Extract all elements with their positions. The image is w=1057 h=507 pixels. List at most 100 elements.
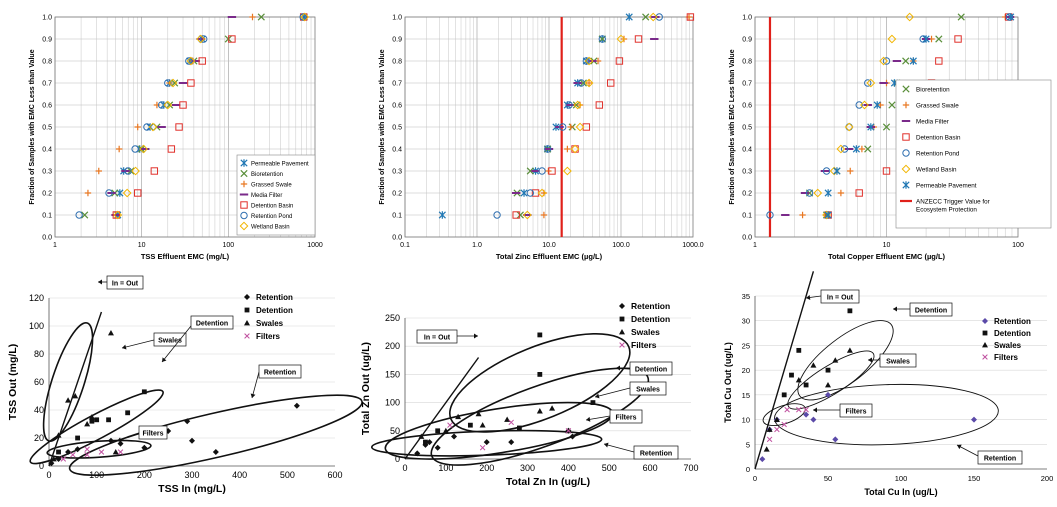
data-point [766,211,774,219]
callout-arrowhead [806,294,811,300]
x-tick-label: 1.0 [472,242,482,249]
data-point [803,382,809,388]
x-tick-label: 0 [753,474,757,483]
callout-arrowhead [595,393,600,399]
series-media-filter [511,16,660,216]
x-axis-title: Total Zn In (ug/L) [506,476,590,488]
y-tick-label: 0.0 [742,235,752,242]
series-wetland-basin [522,12,658,220]
data-point [766,426,773,432]
callout-box [820,289,860,304]
data-point [134,123,141,131]
data-point [805,189,814,197]
legend-marker [244,294,250,300]
data-point [257,13,265,21]
y-tick-label: 0.2 [742,191,752,198]
data-point [922,35,930,43]
data-point [538,167,546,175]
data-point [504,416,511,422]
y-tick-label: 0.8 [42,59,52,66]
legend-label: Swales [631,327,660,337]
data-point [75,435,80,441]
callout-arrowhead [117,437,122,443]
data-point [846,347,853,353]
data-point [565,101,573,109]
y-tick-label: 30 [742,317,750,326]
data-point [833,167,841,175]
legend-label: Filters [994,353,1019,362]
data-point [228,35,236,43]
data-point [438,211,446,219]
data-point [418,433,425,439]
data-point [935,35,943,43]
data-point [536,408,543,414]
data-point [565,428,572,434]
data-point [526,189,535,197]
y-tick-label: 0.0 [42,235,52,242]
legend-marker [902,85,910,93]
legend-marker [902,181,910,189]
legend-label: Detention [631,314,670,324]
legend: Permeable Pavement Bioretention Grassed Sw… [236,154,316,236]
data-point [81,211,89,219]
x-tick-label: 200 [137,470,152,480]
legend-label: Swales [994,341,1022,350]
legend-marker [619,303,625,309]
data-point [852,145,860,153]
data-point [141,444,148,451]
series-retention-pond [75,13,307,219]
callout-box [629,361,673,376]
data-point [107,330,114,336]
legend-label-line: Ecosystem Protection [916,207,977,214]
callout-arrowhead [813,407,817,413]
data-point [299,13,307,21]
data-point [625,13,633,21]
y-tick-label: 0.3 [392,169,402,176]
y-tick-label: 0.9 [42,37,52,44]
data-point [867,123,875,131]
data-point [882,123,891,131]
data-point [773,416,780,422]
data-point [616,34,626,44]
data-point [150,167,159,175]
legend: Retention Detention Swales Filters [244,293,293,341]
y-tick-label: 0.3 [742,169,752,176]
legend-marker [244,307,250,313]
legend-marker [240,211,248,220]
data-point [813,188,823,198]
callout-arrow [161,325,192,363]
legend-marker [244,333,250,339]
data-point [860,100,869,110]
legend: Retention Detention Swales Filters [619,301,670,350]
data-point [517,425,522,431]
callout-arrowhead [893,306,897,312]
series-filters [60,446,124,462]
data-point [832,436,839,443]
y-tick-label: 1.0 [392,15,402,22]
y-axis-title: Total Cu Out (ug/L) [723,342,733,423]
y-tick-label: 0 [746,465,750,474]
x-tick-label: 0.1 [400,242,410,249]
data-point [508,439,515,446]
y-tick-label: 100 [29,321,44,331]
data-point [888,101,896,109]
data-point [212,449,219,455]
series-detention [781,308,853,398]
data-point [168,78,178,88]
data-point [165,101,174,109]
data-point [414,450,421,457]
x-tick-label: 100 [222,242,234,249]
series-filters [447,419,572,451]
legend-label: Grassed Swale [916,103,959,110]
data-point [170,79,179,87]
cluster-ellipse [797,320,894,401]
legend-marker [619,342,625,348]
data-point [548,167,556,175]
series-retention [759,391,977,463]
series-detention-basin [512,13,695,219]
legend-marker [982,354,988,360]
y-tick-label: 0.6 [42,103,52,110]
y-tick-label: 0.4 [742,147,752,154]
data-point [909,57,917,65]
